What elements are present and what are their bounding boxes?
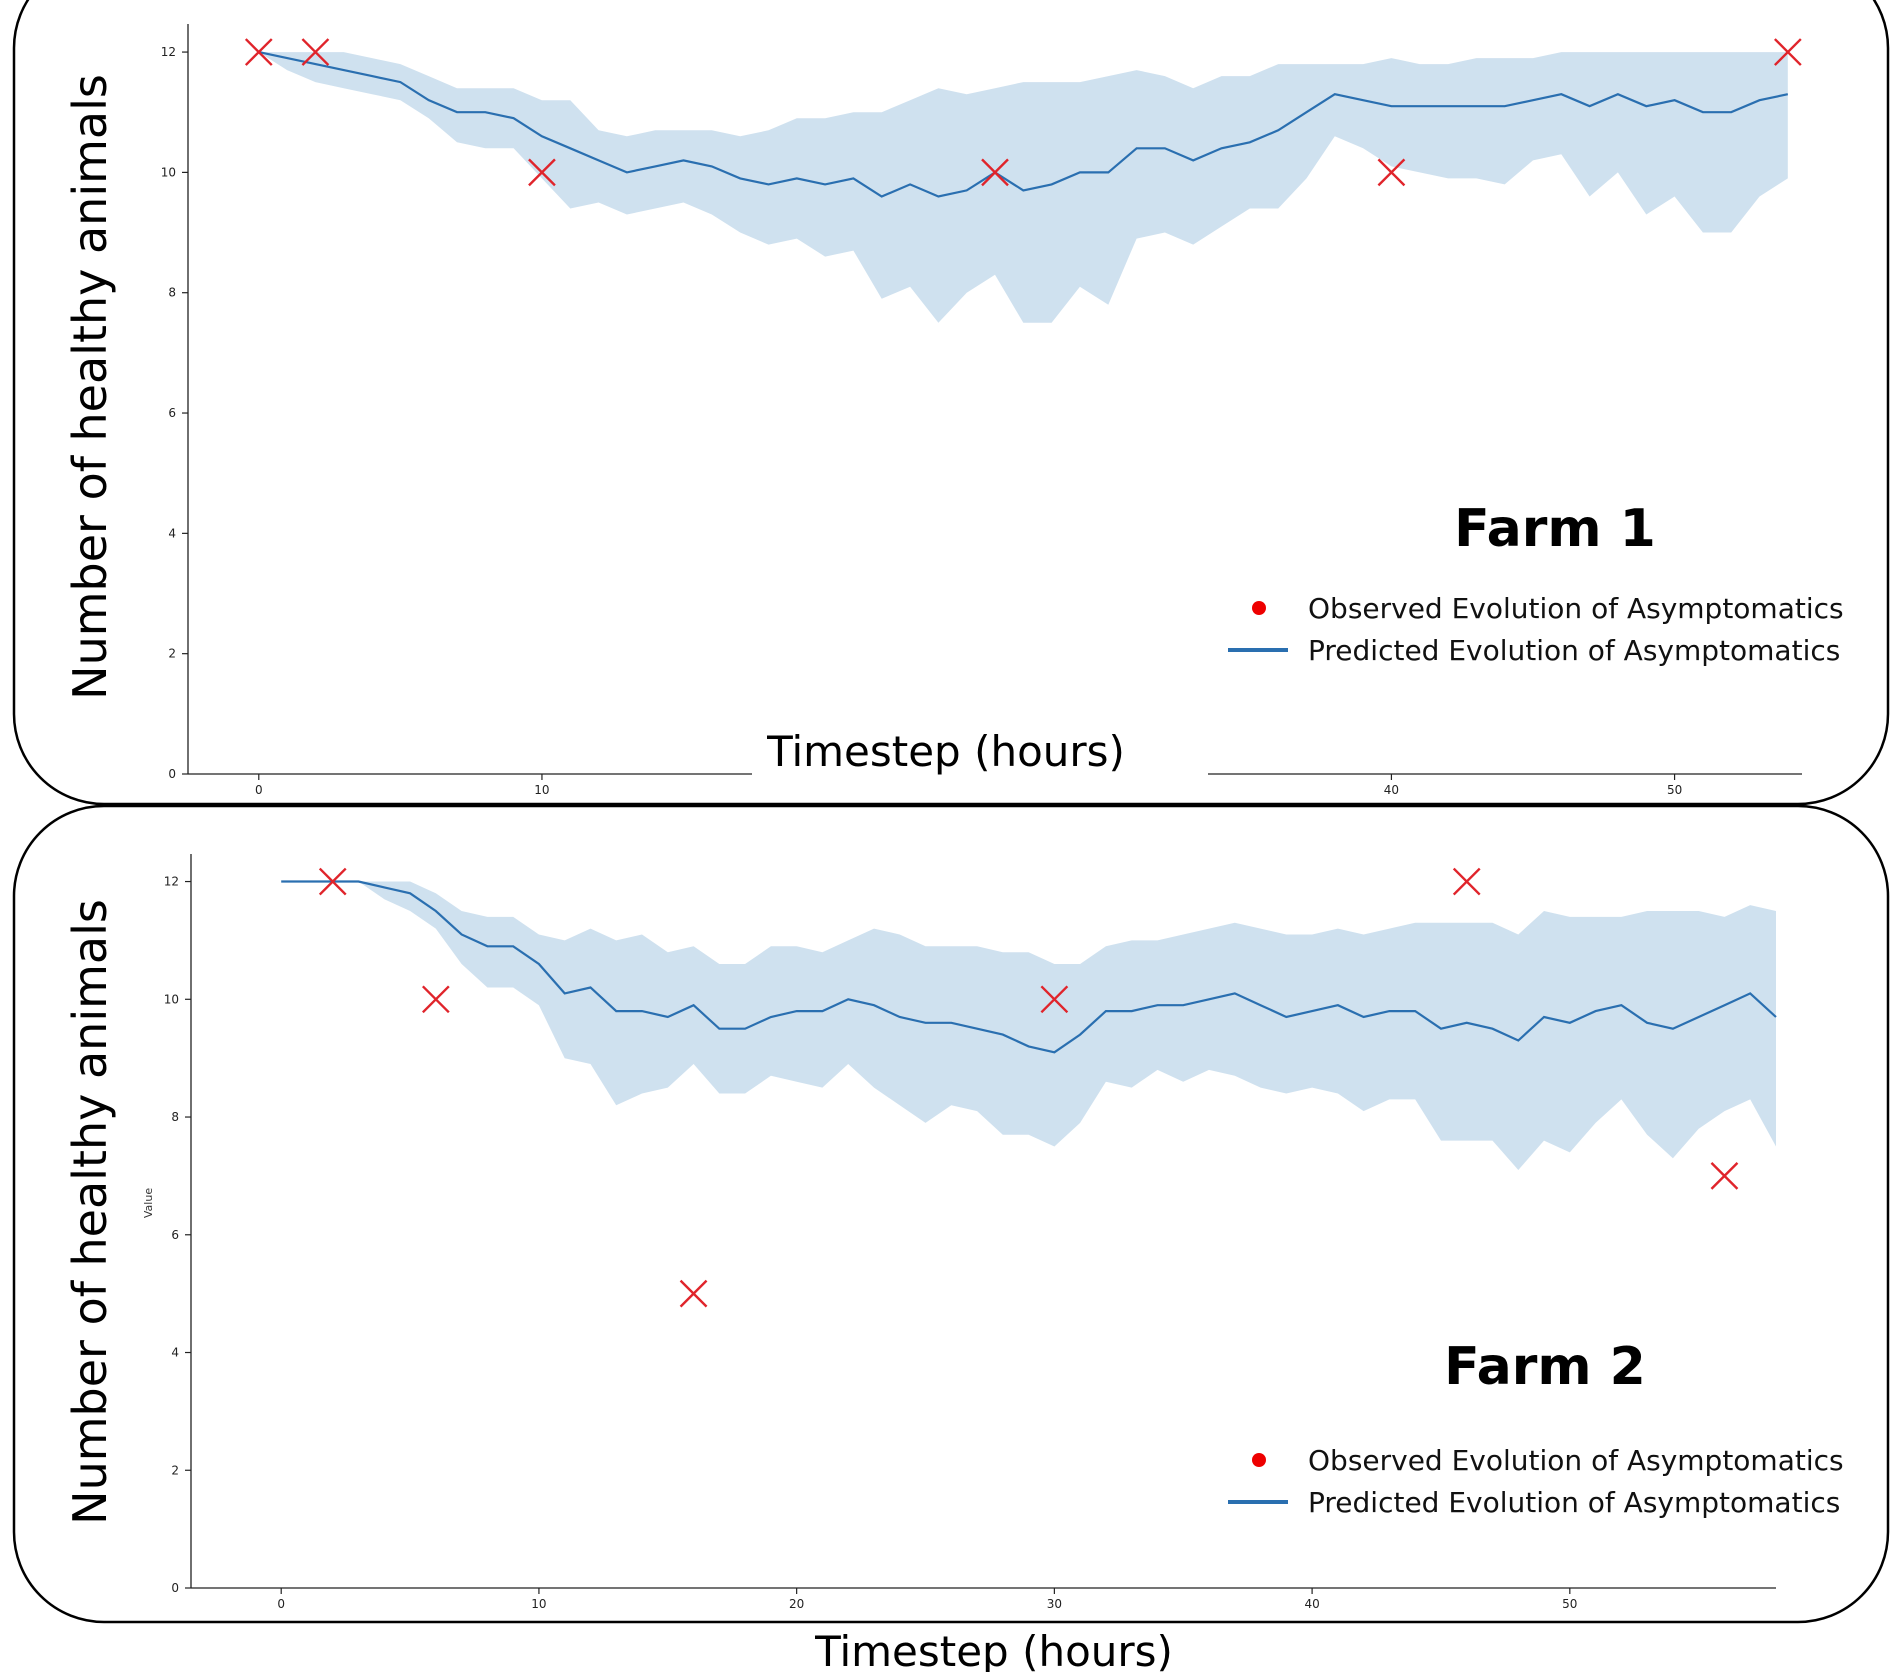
observed-marker-stroke bbox=[1377, 158, 1406, 187]
legend-observed-label: Observed Evolution of Asymptomatics bbox=[1308, 592, 1844, 625]
y-tick-label: 8 bbox=[171, 1110, 179, 1124]
x-tick-label: 10 bbox=[534, 783, 549, 797]
predicted-mean-line bbox=[281, 880, 1777, 1054]
observed-marker-stroke bbox=[981, 158, 1009, 187]
y-tick-label: 0 bbox=[168, 767, 176, 781]
farm-2-plot-area: 0 2 4 6 8 10 12 0 10 20 30 40 50 bbox=[164, 854, 1777, 1611]
legend-predicted-label: Predicted Evolution of Asymptomatics bbox=[1308, 634, 1840, 667]
farm-1-frame bbox=[12, 0, 1890, 806]
legend-observed-label: Observed Evolution of Asymptomatics bbox=[1308, 1444, 1844, 1477]
legend-observed-dot bbox=[1252, 1453, 1266, 1467]
observed-marker-stroke bbox=[679, 1279, 708, 1308]
farm-2-small-ylabel: Value bbox=[142, 1188, 155, 1218]
y-tick-label: 4 bbox=[171, 1346, 179, 1360]
y-tick-label: 4 bbox=[168, 526, 176, 540]
observed-marker-stroke bbox=[318, 867, 347, 896]
observed-point bbox=[318, 867, 347, 896]
y-tick-label: 2 bbox=[168, 647, 176, 661]
y-tick-label: 0 bbox=[171, 1581, 179, 1595]
farm-1-xlabel: Timestep (hours) bbox=[766, 727, 1125, 776]
observed-point bbox=[1377, 158, 1406, 187]
x-tick-label: 50 bbox=[1562, 1597, 1577, 1611]
y-tick-label: 8 bbox=[168, 286, 176, 300]
observed-marker-stroke bbox=[244, 38, 273, 66]
observed-point bbox=[981, 158, 1009, 187]
observed-point bbox=[528, 158, 556, 187]
observed-point bbox=[1773, 38, 1802, 66]
farm-2-panel-label: Farm 2 bbox=[1444, 1337, 1646, 1397]
farm-2-ylabel: Number of healthy animals bbox=[63, 899, 117, 1525]
x-tick-label: 50 bbox=[1667, 783, 1682, 797]
prediction-band bbox=[258, 52, 1788, 323]
x-tick-label: 20 bbox=[789, 1597, 804, 1611]
observed-marker-stroke bbox=[1452, 867, 1481, 896]
farm-1-ylabel: Number of healthy animals bbox=[63, 74, 117, 700]
observed-point bbox=[679, 1279, 708, 1308]
farm-1-plot-area: 0 2 4 6 8 10 12 0 10 40 50 bbox=[161, 24, 1802, 797]
farm-2-xlabel: Timestep (hours) bbox=[814, 1627, 1173, 1672]
observed-marker-stroke bbox=[1040, 985, 1069, 1014]
x-tick-label: 30 bbox=[1047, 1597, 1062, 1611]
observed-marker-stroke bbox=[528, 158, 556, 187]
observed-point bbox=[1452, 867, 1481, 896]
y-tick-label: 10 bbox=[164, 992, 179, 1006]
x-tick-label: 0 bbox=[255, 783, 263, 797]
observed-marker-stroke bbox=[301, 38, 330, 66]
farm-1-panel: 0 2 4 6 8 10 12 0 10 40 50 Number of healthy anima… bbox=[12, 0, 1890, 806]
observed-point bbox=[244, 38, 273, 66]
prediction-band bbox=[281, 881, 1777, 1170]
observed-marker-stroke bbox=[1710, 1162, 1739, 1190]
y-tick-label: 10 bbox=[161, 165, 176, 179]
legend-predicted-label: Predicted Evolution of Asymptomatics bbox=[1308, 1486, 1840, 1519]
observed-marker-stroke bbox=[1773, 38, 1802, 66]
farm-2-panel: 0 2 4 6 8 10 12 0 10 20 30 40 50 Value Number of hea… bbox=[12, 804, 1890, 1672]
farm-2-legend: Observed Evolution of Asymptomatics Pred… bbox=[1228, 1444, 1844, 1519]
farm-2-frame bbox=[12, 804, 1890, 1624]
y-tick-label: 6 bbox=[168, 406, 176, 420]
observed-point bbox=[1710, 1162, 1739, 1190]
x-tick-label: 40 bbox=[1304, 1597, 1319, 1611]
x-tick-label: 40 bbox=[1384, 783, 1399, 797]
legend-observed-dot bbox=[1252, 601, 1266, 615]
x-tick-label: 10 bbox=[531, 1597, 546, 1611]
observed-point bbox=[301, 38, 330, 66]
farm-1-panel-label: Farm 1 bbox=[1454, 499, 1656, 559]
predicted-mean-line bbox=[258, 51, 1789, 198]
observed-point bbox=[421, 985, 450, 1014]
y-tick-label: 12 bbox=[161, 45, 176, 59]
observed-marker-stroke bbox=[421, 985, 450, 1014]
y-tick-label: 2 bbox=[171, 1463, 179, 1477]
y-tick-label: 6 bbox=[171, 1228, 179, 1242]
farm-1-legend: Observed Evolution of Asymptomatics Pred… bbox=[1228, 592, 1844, 667]
farm-1-xlabel-mask bbox=[752, 718, 1208, 788]
x-tick-label: 0 bbox=[277, 1597, 285, 1611]
observed-point bbox=[1040, 985, 1069, 1014]
y-tick-label: 12 bbox=[164, 875, 179, 889]
